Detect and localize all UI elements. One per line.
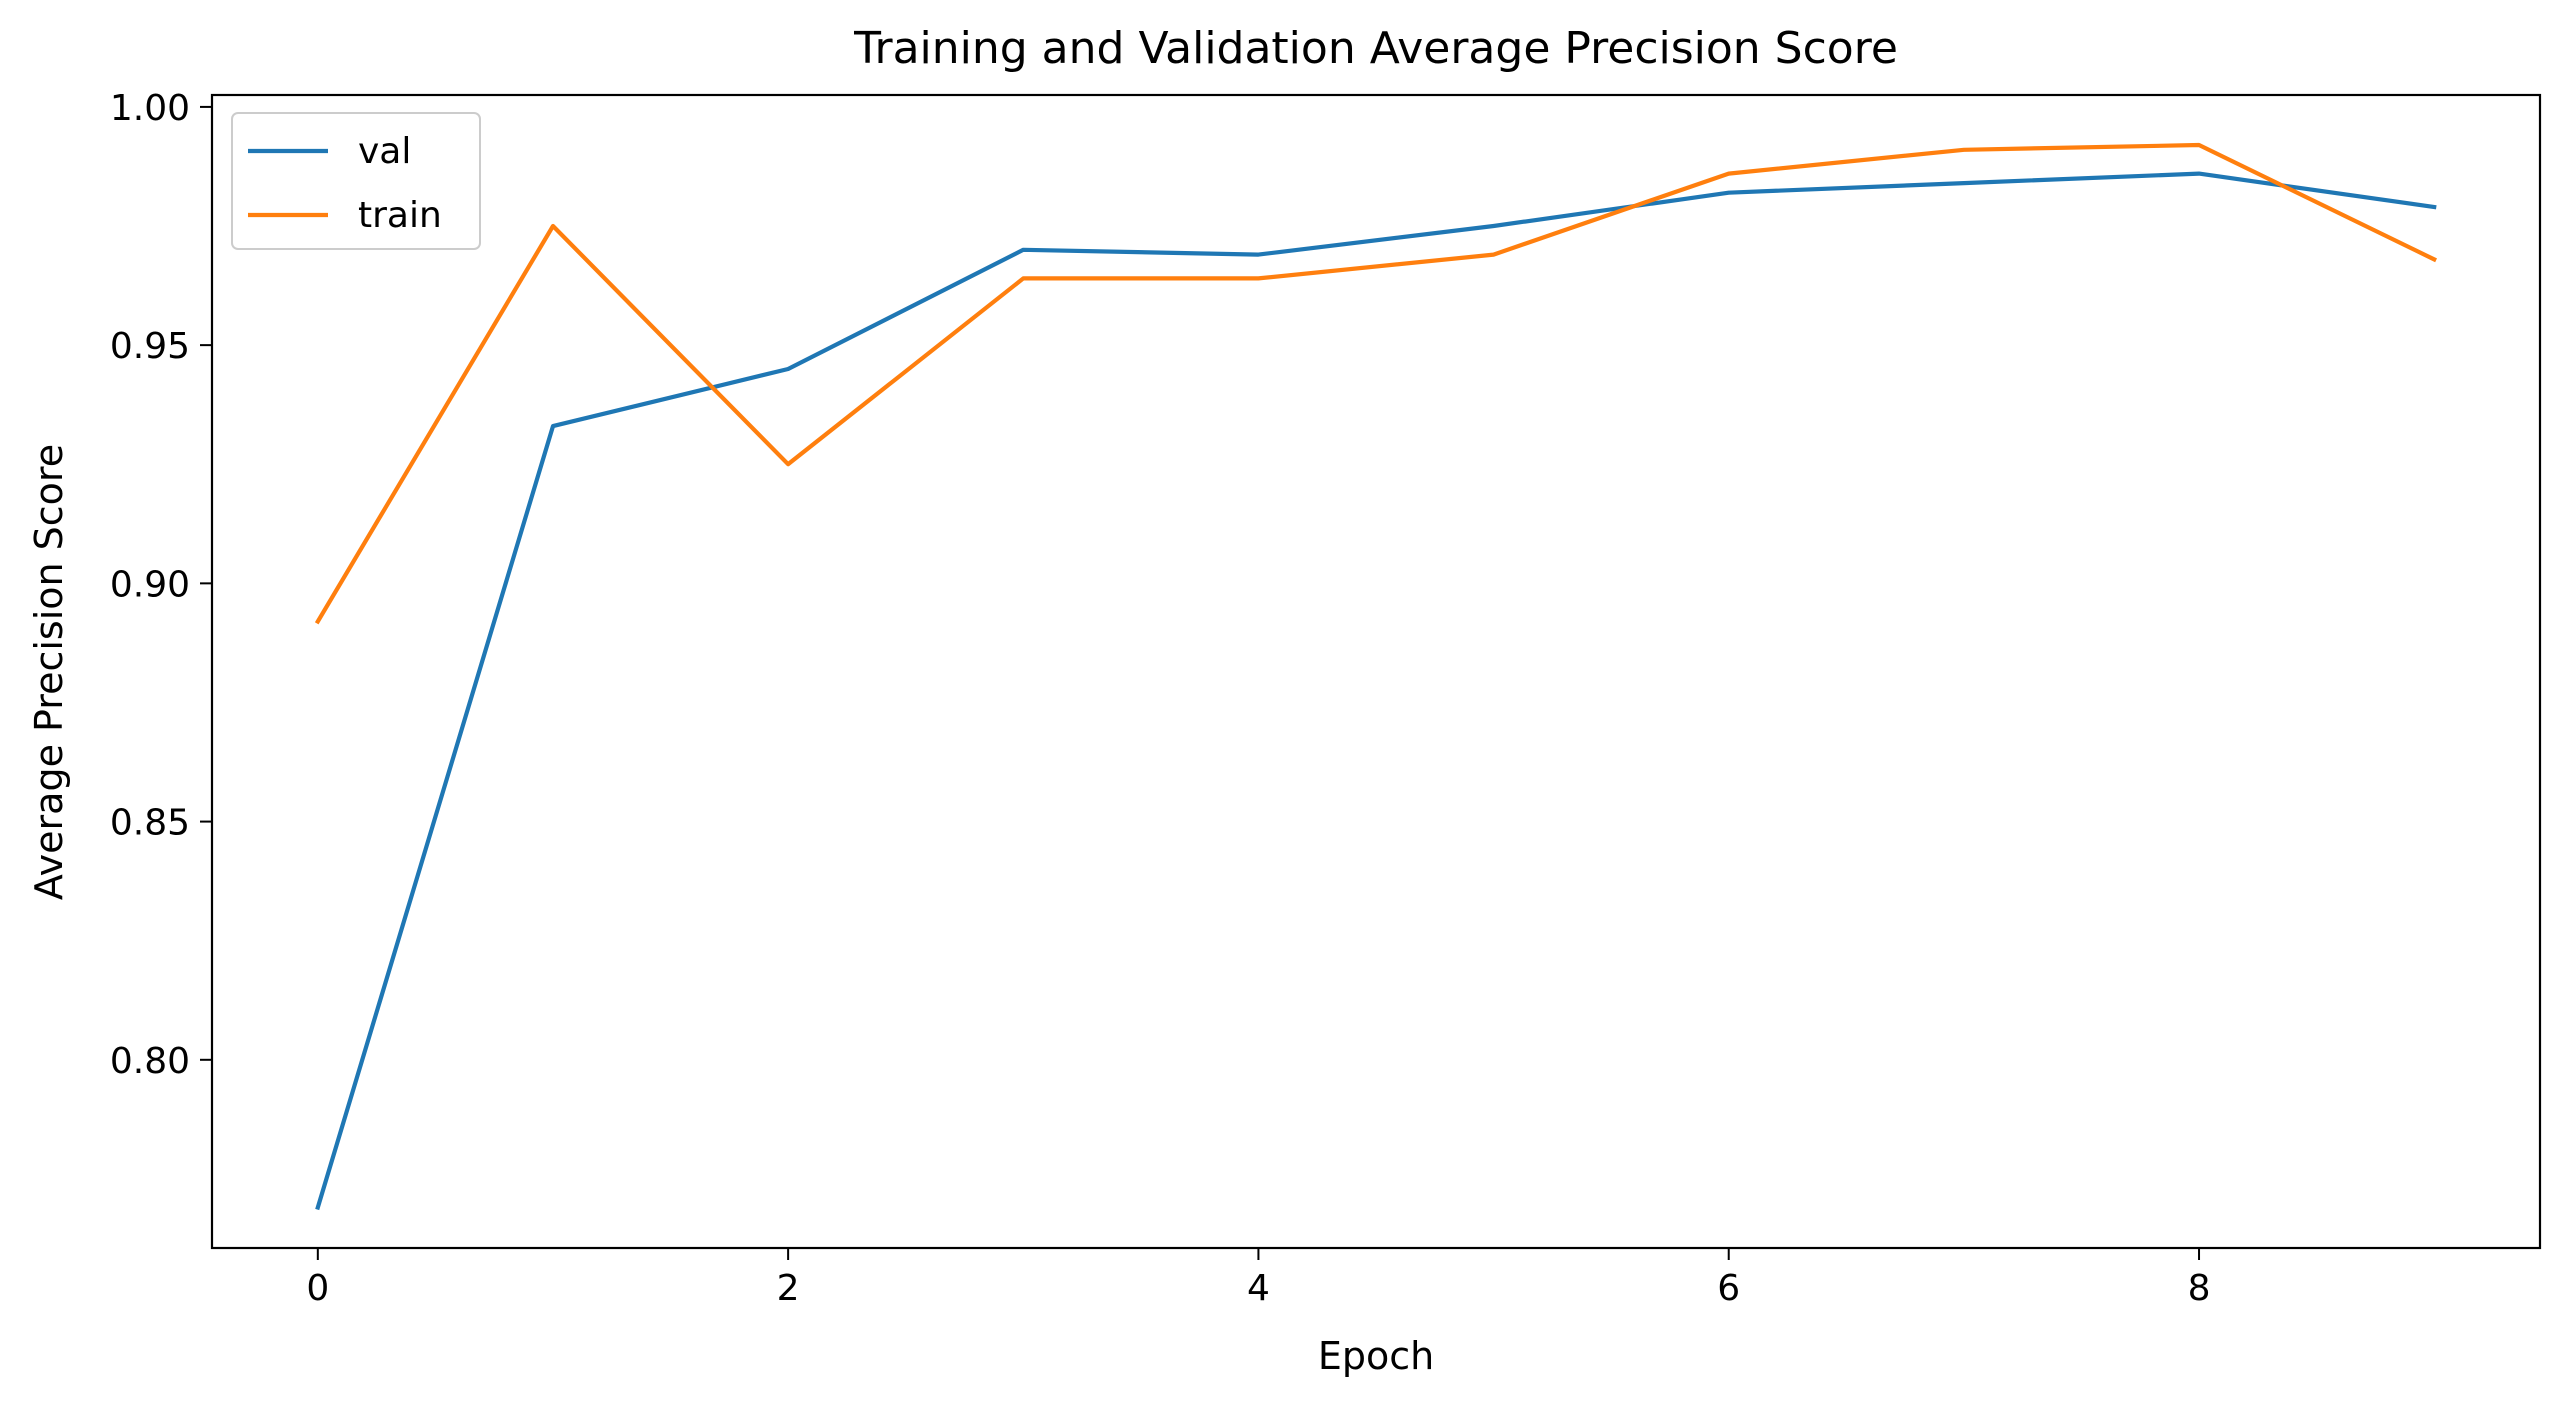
y-tick-label: 0.85	[110, 803, 190, 844]
x-tick-label: 2	[777, 1268, 800, 1309]
y-tick-label: 0.80	[110, 1041, 190, 1082]
y-tick-label: 1.00	[110, 88, 190, 129]
x-tick-label: 4	[1247, 1268, 1270, 1309]
plot-area: 0 2 4 6 8 0.80 0.85 0.90 0.95 1.00 val train	[110, 88, 2542, 1309]
y-tick-label: 0.90	[110, 564, 190, 605]
series-line-train	[314, 142, 2438, 625]
legend-label-train: train	[358, 195, 442, 236]
series-line-val	[315, 171, 2437, 1211]
x-axis-label: Epoch	[1318, 1334, 1434, 1378]
legend-box	[231, 112, 481, 250]
x-tick-label: 0	[306, 1268, 329, 1309]
x-tick-label: 6	[1717, 1268, 1740, 1309]
y-axis-label: Average Precision Score	[27, 444, 71, 900]
legend-label-val: val	[358, 131, 411, 172]
chart-title: Training and Validation Average Precisio…	[853, 23, 1898, 74]
axes-frame	[210, 93, 2542, 1250]
x-tick-label: 8	[2188, 1268, 2211, 1309]
y-tick-label: 0.95	[110, 326, 190, 367]
